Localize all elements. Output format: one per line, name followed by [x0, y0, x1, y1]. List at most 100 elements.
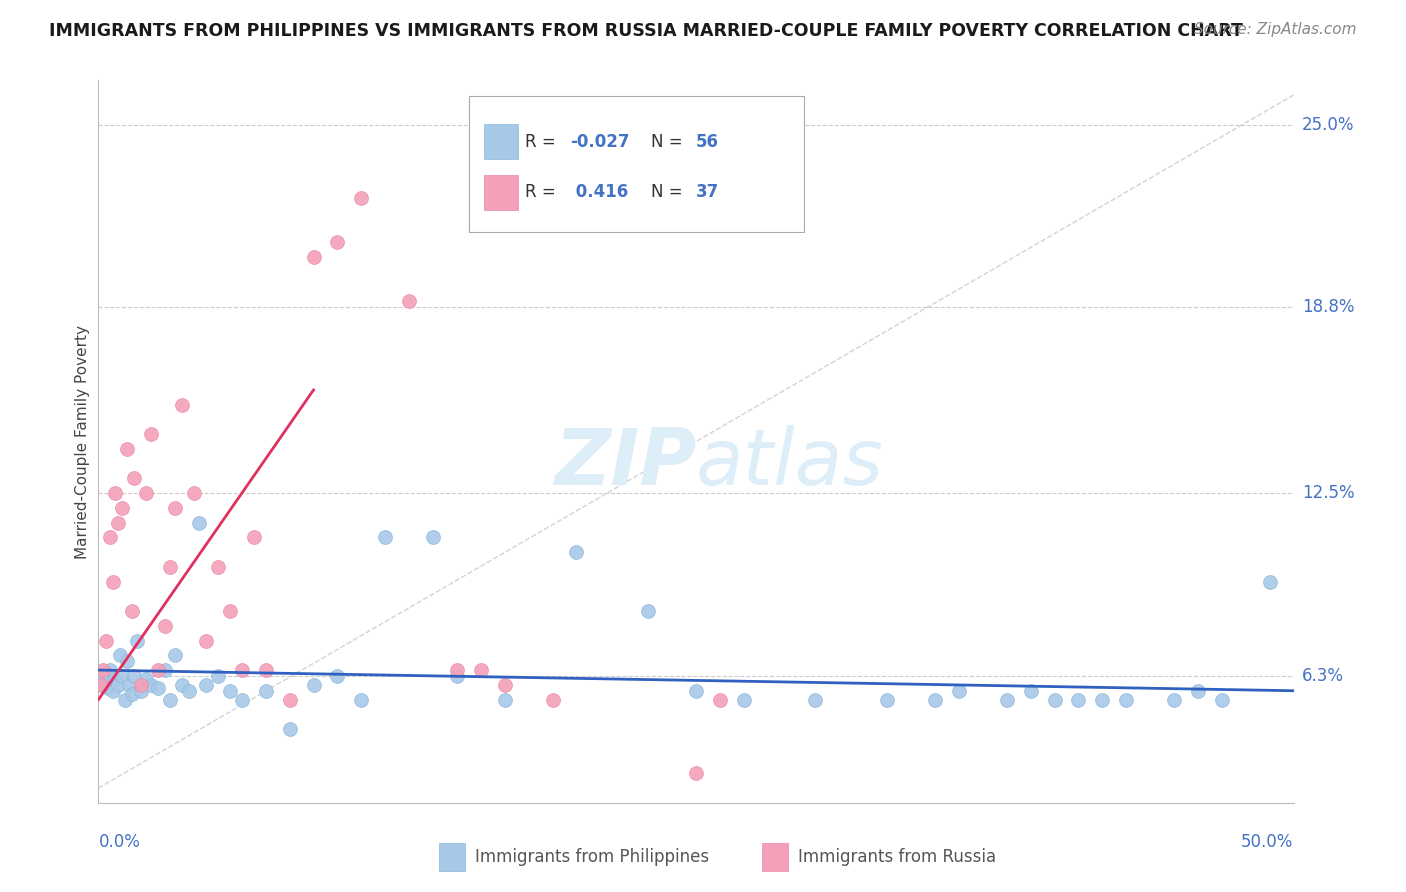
Point: [98, 663, 122, 677]
Point: [131, 683, 153, 698]
Point: [104, 672, 127, 686]
Point: [172, 398, 194, 412]
Point: [118, 678, 141, 692]
Point: [494, 692, 516, 706]
Point: [422, 530, 444, 544]
Point: [709, 692, 731, 706]
Point: [565, 545, 588, 559]
Point: [101, 683, 124, 698]
Point: [219, 604, 242, 618]
Point: [278, 722, 301, 736]
Point: [1258, 574, 1281, 589]
Point: [446, 663, 468, 677]
Text: 12.5%: 12.5%: [1302, 484, 1354, 502]
Bar: [762, 843, 787, 871]
Point: [195, 678, 218, 692]
Point: [243, 530, 266, 544]
Point: [1211, 692, 1233, 706]
Text: Immigrants from Philippines: Immigrants from Philippines: [475, 848, 709, 866]
Point: [91, 663, 114, 677]
Text: R =: R =: [524, 133, 561, 151]
Point: [326, 669, 349, 683]
Point: [159, 560, 181, 574]
Point: [207, 560, 229, 574]
Point: [135, 486, 157, 500]
Text: 50.0%: 50.0%: [1241, 833, 1294, 851]
Point: [733, 692, 755, 706]
Point: [494, 678, 516, 692]
Text: Immigrants from Russia: Immigrants from Russia: [797, 848, 995, 866]
Text: IMMIGRANTS FROM PHILIPPINES VS IMMIGRANTS FROM RUSSIA MARRIED-COUPLE FAMILY POVE: IMMIGRANTS FROM PHILIPPINES VS IMMIGRANT…: [49, 22, 1243, 40]
Point: [111, 500, 134, 515]
Point: [219, 683, 242, 698]
Point: [1091, 692, 1114, 706]
Point: [804, 692, 827, 706]
Point: [163, 500, 186, 515]
Point: [924, 692, 946, 706]
Point: [995, 692, 1018, 706]
Point: [108, 648, 131, 663]
Point: [1187, 683, 1209, 698]
Point: [124, 669, 146, 683]
Point: [470, 663, 492, 677]
Text: 6.3%: 6.3%: [1302, 667, 1344, 685]
Point: [101, 574, 124, 589]
Point: [207, 669, 229, 683]
Point: [1067, 692, 1090, 706]
Point: [135, 672, 157, 686]
Y-axis label: Married-Couple Family Poverty: Married-Couple Family Poverty: [75, 325, 90, 558]
Point: [1163, 692, 1185, 706]
Point: [948, 683, 970, 698]
Point: [254, 683, 277, 698]
Point: [685, 766, 707, 780]
Point: [302, 250, 325, 264]
Point: [90, 678, 112, 692]
Text: 56: 56: [696, 133, 718, 151]
Point: [131, 678, 153, 692]
Bar: [485, 175, 517, 210]
Text: N =: N =: [651, 133, 688, 151]
Point: [685, 683, 707, 698]
Point: [107, 516, 129, 530]
Point: [398, 294, 420, 309]
Point: [91, 669, 114, 683]
Point: [374, 530, 396, 544]
Text: 0.416: 0.416: [571, 183, 628, 202]
Text: atlas: atlas: [696, 425, 884, 501]
Point: [302, 678, 325, 692]
FancyBboxPatch shape: [470, 96, 804, 232]
Point: [148, 663, 170, 677]
Text: ZIP: ZIP: [554, 425, 696, 501]
Text: 37: 37: [696, 183, 720, 202]
Point: [187, 516, 209, 530]
Point: [155, 663, 177, 677]
Point: [278, 692, 301, 706]
Text: N =: N =: [651, 183, 688, 202]
Point: [172, 678, 194, 692]
Point: [115, 654, 138, 668]
Point: [446, 669, 468, 683]
Point: [125, 633, 148, 648]
Text: Source: ZipAtlas.com: Source: ZipAtlas.com: [1194, 22, 1357, 37]
Point: [115, 442, 138, 456]
Point: [195, 633, 218, 648]
Bar: [439, 843, 465, 871]
Text: 25.0%: 25.0%: [1302, 116, 1354, 134]
Point: [121, 604, 143, 618]
Text: R =: R =: [524, 183, 561, 202]
Point: [114, 692, 136, 706]
Point: [637, 604, 659, 618]
Point: [350, 191, 373, 205]
Text: -0.027: -0.027: [571, 133, 630, 151]
Point: [94, 633, 117, 648]
Point: [104, 486, 127, 500]
Point: [541, 692, 564, 706]
Point: [98, 530, 122, 544]
Point: [124, 471, 146, 485]
Point: [179, 683, 201, 698]
Point: [111, 669, 134, 683]
Point: [326, 235, 349, 250]
Point: [163, 648, 186, 663]
Point: [159, 692, 181, 706]
Point: [231, 663, 253, 677]
